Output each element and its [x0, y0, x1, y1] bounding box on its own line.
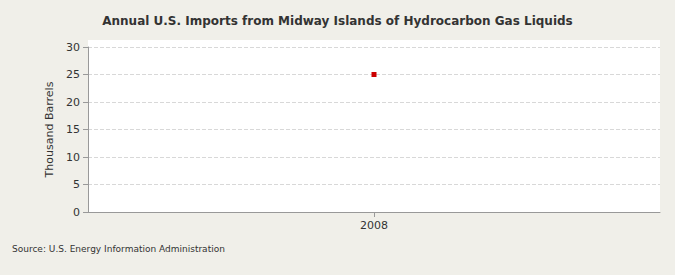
svg-text:Annual U.S. Imports from Midwa: Annual U.S. Imports from Midway Islands …: [102, 14, 573, 28]
svg-text:30: 30: [66, 41, 80, 54]
svg-text:5: 5: [73, 178, 80, 191]
svg-text:10: 10: [66, 151, 80, 164]
svg-text:25: 25: [66, 68, 80, 81]
svg-text:0: 0: [73, 206, 80, 219]
svg-text:15: 15: [66, 123, 80, 136]
svg-text:Thousand Barrels: Thousand Barrels: [43, 81, 56, 178]
svg-text:Source: U.S. Energy Informatio: Source: U.S. Energy Information Administ…: [12, 244, 225, 254]
svg-text:20: 20: [66, 96, 80, 109]
svg-text:2008: 2008: [360, 219, 388, 232]
